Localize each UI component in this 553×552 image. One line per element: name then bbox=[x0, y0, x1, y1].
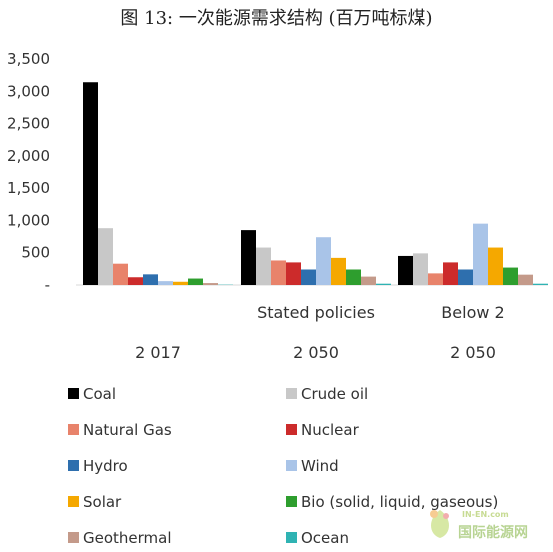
bar bbox=[518, 274, 533, 285]
bar bbox=[443, 262, 458, 285]
watermark-main-text: 国际能源网 bbox=[458, 525, 528, 541]
y-tick-label: 2,000 bbox=[7, 147, 50, 165]
watermark-top-text: IN-EN.com bbox=[462, 510, 509, 519]
legend-label: Bio (solid, liquid, gaseous) bbox=[301, 493, 498, 511]
legend-label: Ocean bbox=[301, 529, 349, 547]
bar bbox=[346, 269, 361, 285]
legend-swatch bbox=[286, 496, 297, 507]
bar bbox=[331, 257, 346, 285]
legend-swatch bbox=[68, 388, 79, 399]
y-axis: 3,500 3,000 2,500 2,000 1,500 1,000 500 - bbox=[7, 50, 50, 294]
bar-group bbox=[241, 230, 391, 285]
x-year-label: 2 017 bbox=[135, 343, 181, 362]
legend-label: Solar bbox=[83, 493, 122, 511]
legend-item: Wind bbox=[286, 457, 339, 475]
bar bbox=[503, 267, 518, 285]
bars-group bbox=[83, 82, 548, 285]
legend-item: Coal bbox=[68, 385, 116, 403]
bar bbox=[188, 278, 203, 285]
bar bbox=[128, 277, 143, 285]
x-category-label: Stated policies bbox=[257, 303, 375, 322]
legend-item: Hydro bbox=[68, 457, 128, 475]
bar bbox=[256, 247, 271, 285]
y-tick-label: 3,500 bbox=[7, 50, 50, 68]
legend-swatch bbox=[68, 532, 79, 543]
legend-label: Natural Gas bbox=[83, 421, 172, 439]
y-tick-label: 500 bbox=[21, 244, 50, 262]
x-year-label: 2 050 bbox=[293, 343, 339, 362]
legend-swatch bbox=[286, 460, 297, 471]
bar bbox=[316, 237, 331, 285]
legend-label: Crude oil bbox=[301, 385, 368, 403]
legend-item: Bio (solid, liquid, gaseous) bbox=[286, 493, 498, 511]
y-tick-label: 3,000 bbox=[7, 82, 50, 100]
legend-label: Nuclear bbox=[301, 421, 360, 439]
legend-label: Wind bbox=[301, 457, 339, 475]
bar bbox=[398, 255, 413, 285]
bar bbox=[271, 260, 286, 285]
legend-item: Solar bbox=[68, 493, 122, 511]
y-tick-label: - bbox=[45, 276, 50, 294]
bar-group bbox=[83, 82, 233, 285]
bar bbox=[83, 82, 98, 285]
legend-item: Nuclear bbox=[286, 421, 360, 439]
bar bbox=[286, 262, 301, 285]
x-category-label: Below 2 bbox=[441, 303, 504, 322]
bar bbox=[533, 283, 548, 285]
legend-swatch bbox=[286, 532, 297, 543]
bar-group bbox=[398, 223, 548, 285]
bar bbox=[203, 283, 218, 285]
legend-label: Coal bbox=[83, 385, 116, 403]
bar bbox=[376, 283, 391, 285]
y-tick-label: 1,000 bbox=[7, 211, 50, 229]
legend-item: Crude oil bbox=[286, 385, 368, 403]
legend-swatch bbox=[68, 460, 79, 471]
chart-title: 图 13: 一次能源需求结构 (百万吨标煤) bbox=[120, 8, 433, 29]
bar bbox=[488, 247, 503, 285]
leaf-icon bbox=[430, 510, 449, 538]
legend-swatch bbox=[68, 424, 79, 435]
bar bbox=[241, 230, 256, 285]
bar bbox=[413, 253, 428, 285]
y-tick-label: 1,500 bbox=[7, 179, 50, 197]
legend-label: Hydro bbox=[83, 457, 128, 475]
bar bbox=[158, 281, 173, 285]
bar bbox=[173, 281, 188, 285]
legend-item: Geothermal bbox=[68, 529, 172, 547]
legend-label: Geothermal bbox=[83, 529, 172, 547]
legend-swatch bbox=[286, 424, 297, 435]
y-tick-label: 2,500 bbox=[7, 115, 50, 133]
bar bbox=[428, 273, 443, 285]
legend-item: Natural Gas bbox=[68, 421, 172, 439]
legend: Coal Crude oil Natural Gas Nuclear Hydro Wind… bbox=[68, 385, 498, 547]
bar bbox=[98, 228, 113, 285]
legend-swatch bbox=[68, 496, 79, 507]
watermark-logo: IN-EN.com 国际能源网 bbox=[424, 504, 548, 548]
bar bbox=[113, 263, 128, 285]
legend-item: Ocean bbox=[286, 529, 349, 547]
bar bbox=[458, 269, 473, 285]
bar bbox=[143, 274, 158, 285]
x-year-label: 2 050 bbox=[450, 343, 496, 362]
legend-swatch bbox=[286, 388, 297, 399]
bar bbox=[301, 269, 316, 285]
bar bbox=[473, 223, 488, 285]
x-axis: 2 017 Stated policies 2 050 Below 2 2 050 bbox=[76, 284, 548, 362]
bar bbox=[361, 276, 376, 285]
